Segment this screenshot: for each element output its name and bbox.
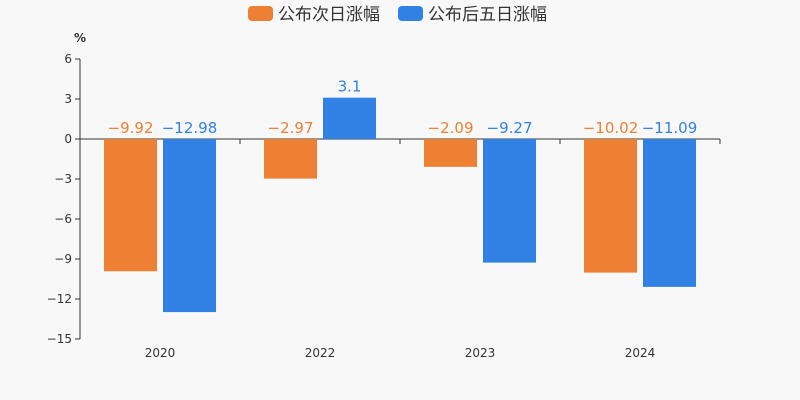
- x-tick-label: 2024: [625, 346, 656, 360]
- y-tick-label: 0: [64, 132, 72, 146]
- y-tick-label: −3: [54, 172, 72, 186]
- y-axis-unit: %: [74, 31, 86, 45]
- x-tick-label: 2020: [145, 346, 176, 360]
- legend: 公布次日涨幅 公布后五日涨幅: [248, 5, 547, 25]
- legend-swatch-2[interactable]: [398, 6, 423, 21]
- y-tick-label: 3: [64, 92, 72, 106]
- data-label-five-day-2020: −12.98: [162, 119, 218, 137]
- legend-label-2[interactable]: 公布后五日涨幅: [428, 5, 547, 25]
- bar-next-day-2023[interactable]: [424, 139, 477, 167]
- data-label-next-day-2022: −2.97: [268, 119, 314, 137]
- bar-next-day-2022[interactable]: [264, 139, 317, 179]
- bar-five-day-2023[interactable]: [483, 139, 536, 263]
- y-tick-label: −12: [47, 292, 72, 306]
- y-axis: 6 3 0 −3 −6 −9 −12 −15: [47, 52, 81, 346]
- bar-next-day-2024[interactable]: [584, 139, 637, 273]
- legend-swatch-1[interactable]: [248, 6, 273, 21]
- legend-label-1[interactable]: 公布次日涨幅: [278, 5, 380, 25]
- bar-five-day-2020[interactable]: [163, 139, 216, 313]
- data-label-five-day-2024: −11.09: [642, 119, 698, 137]
- bar-five-day-2024[interactable]: [643, 139, 696, 287]
- bar-next-day-2020[interactable]: [104, 139, 157, 272]
- y-tick-label: −15: [47, 332, 72, 346]
- bar-five-day-2022[interactable]: [323, 97, 376, 139]
- y-tick-label: −6: [54, 212, 72, 226]
- data-label-next-day-2020: −9.92: [108, 119, 154, 137]
- bars: [104, 97, 696, 313]
- data-label-next-day-2024: −10.02: [583, 119, 639, 137]
- data-label-next-day-2023: −2.09: [428, 119, 474, 137]
- data-labels: −9.92 −12.98 −2.97 3.1 −2.09 −9.27 −10.02 −11.0…: [108, 78, 698, 137]
- x-tick-label: 2023: [465, 346, 496, 360]
- y-tick-label: −9: [54, 252, 72, 266]
- data-label-five-day-2023: −9.27: [487, 119, 533, 137]
- y-tick-label: 6: [64, 52, 72, 66]
- data-label-five-day-2022: 3.1: [338, 78, 362, 96]
- x-tick-label: 2022: [305, 346, 336, 360]
